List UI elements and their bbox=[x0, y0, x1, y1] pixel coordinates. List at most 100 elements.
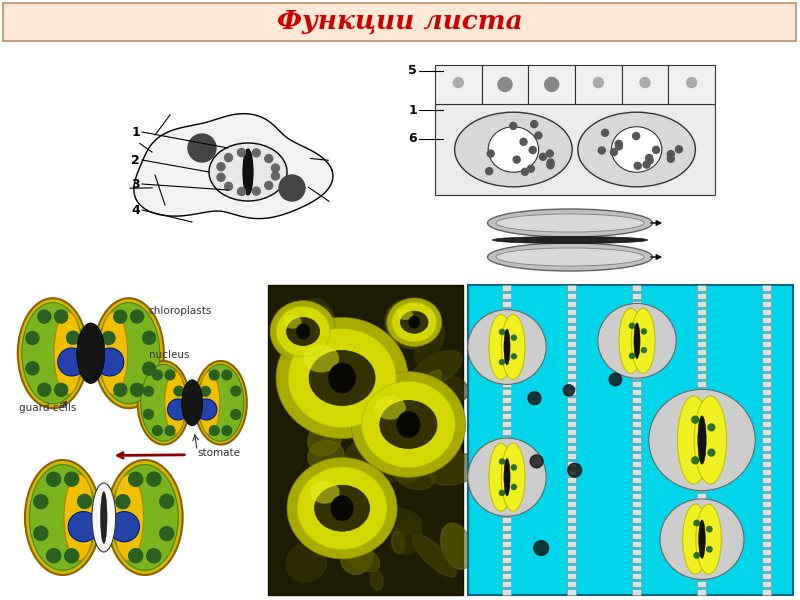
Ellipse shape bbox=[286, 543, 326, 582]
FancyBboxPatch shape bbox=[567, 461, 577, 467]
FancyBboxPatch shape bbox=[567, 317, 577, 323]
FancyBboxPatch shape bbox=[698, 310, 706, 316]
Ellipse shape bbox=[384, 433, 404, 454]
Ellipse shape bbox=[698, 520, 706, 559]
Circle shape bbox=[265, 155, 273, 163]
FancyBboxPatch shape bbox=[698, 557, 706, 563]
FancyBboxPatch shape bbox=[698, 581, 706, 587]
FancyBboxPatch shape bbox=[502, 550, 511, 556]
Circle shape bbox=[188, 134, 216, 162]
Circle shape bbox=[534, 541, 549, 556]
FancyBboxPatch shape bbox=[567, 325, 577, 331]
Circle shape bbox=[642, 347, 646, 353]
Circle shape bbox=[265, 181, 273, 190]
Circle shape bbox=[160, 494, 174, 508]
Ellipse shape bbox=[25, 460, 101, 575]
Ellipse shape bbox=[502, 314, 525, 379]
FancyBboxPatch shape bbox=[762, 421, 771, 427]
FancyBboxPatch shape bbox=[698, 301, 706, 307]
Circle shape bbox=[34, 526, 48, 541]
Ellipse shape bbox=[141, 364, 187, 441]
Ellipse shape bbox=[345, 381, 370, 409]
Circle shape bbox=[610, 149, 618, 155]
FancyBboxPatch shape bbox=[567, 445, 577, 451]
FancyBboxPatch shape bbox=[633, 557, 642, 563]
Circle shape bbox=[706, 526, 712, 532]
Circle shape bbox=[694, 520, 699, 526]
FancyBboxPatch shape bbox=[698, 349, 706, 355]
FancyBboxPatch shape bbox=[567, 373, 577, 379]
FancyBboxPatch shape bbox=[762, 485, 771, 491]
FancyBboxPatch shape bbox=[482, 65, 528, 104]
FancyBboxPatch shape bbox=[762, 461, 771, 467]
Circle shape bbox=[539, 154, 546, 160]
Ellipse shape bbox=[194, 361, 247, 445]
Ellipse shape bbox=[502, 443, 525, 511]
Circle shape bbox=[594, 77, 603, 88]
Circle shape bbox=[165, 370, 175, 380]
Ellipse shape bbox=[504, 458, 510, 496]
Ellipse shape bbox=[698, 416, 706, 464]
FancyBboxPatch shape bbox=[762, 389, 771, 395]
FancyBboxPatch shape bbox=[633, 293, 642, 299]
Ellipse shape bbox=[98, 302, 160, 404]
FancyBboxPatch shape bbox=[567, 397, 577, 403]
FancyBboxPatch shape bbox=[502, 485, 511, 491]
FancyBboxPatch shape bbox=[698, 286, 706, 292]
FancyBboxPatch shape bbox=[435, 104, 715, 195]
FancyBboxPatch shape bbox=[698, 565, 706, 571]
Ellipse shape bbox=[634, 323, 640, 359]
Ellipse shape bbox=[276, 306, 330, 356]
FancyBboxPatch shape bbox=[502, 325, 511, 331]
FancyBboxPatch shape bbox=[502, 493, 511, 499]
FancyBboxPatch shape bbox=[502, 533, 511, 539]
FancyBboxPatch shape bbox=[502, 541, 511, 547]
Circle shape bbox=[210, 426, 219, 436]
FancyBboxPatch shape bbox=[502, 341, 511, 347]
Circle shape bbox=[38, 383, 51, 396]
Ellipse shape bbox=[321, 370, 364, 393]
Circle shape bbox=[511, 465, 517, 470]
FancyBboxPatch shape bbox=[698, 517, 706, 523]
FancyBboxPatch shape bbox=[528, 65, 575, 104]
Ellipse shape bbox=[682, 504, 708, 574]
FancyBboxPatch shape bbox=[502, 589, 511, 595]
Circle shape bbox=[146, 549, 161, 563]
Ellipse shape bbox=[468, 438, 546, 516]
Circle shape bbox=[116, 494, 130, 509]
FancyBboxPatch shape bbox=[268, 285, 463, 595]
FancyBboxPatch shape bbox=[698, 509, 706, 515]
Ellipse shape bbox=[395, 461, 436, 490]
FancyBboxPatch shape bbox=[567, 334, 577, 340]
Circle shape bbox=[634, 163, 642, 169]
Circle shape bbox=[529, 146, 536, 154]
Circle shape bbox=[102, 332, 115, 344]
Ellipse shape bbox=[391, 382, 433, 423]
Ellipse shape bbox=[365, 411, 401, 457]
Ellipse shape bbox=[394, 519, 422, 554]
FancyBboxPatch shape bbox=[633, 478, 642, 484]
FancyBboxPatch shape bbox=[762, 454, 771, 460]
FancyBboxPatch shape bbox=[698, 589, 706, 595]
Ellipse shape bbox=[432, 442, 464, 478]
FancyBboxPatch shape bbox=[762, 382, 771, 388]
FancyBboxPatch shape bbox=[567, 358, 577, 364]
FancyBboxPatch shape bbox=[762, 317, 771, 323]
FancyBboxPatch shape bbox=[502, 389, 511, 395]
FancyBboxPatch shape bbox=[762, 478, 771, 484]
FancyBboxPatch shape bbox=[698, 437, 706, 443]
Ellipse shape bbox=[346, 545, 380, 572]
Text: 5: 5 bbox=[408, 64, 417, 77]
Text: nucleus: nucleus bbox=[149, 350, 190, 360]
FancyBboxPatch shape bbox=[633, 526, 642, 532]
Ellipse shape bbox=[298, 298, 329, 327]
Text: 2: 2 bbox=[131, 154, 140, 166]
FancyBboxPatch shape bbox=[762, 397, 771, 403]
Circle shape bbox=[675, 146, 682, 153]
Ellipse shape bbox=[598, 304, 676, 378]
Ellipse shape bbox=[385, 301, 431, 349]
Circle shape bbox=[615, 143, 622, 150]
FancyBboxPatch shape bbox=[762, 541, 771, 547]
Text: Функции листа: Функции листа bbox=[277, 10, 523, 34]
FancyBboxPatch shape bbox=[567, 485, 577, 491]
